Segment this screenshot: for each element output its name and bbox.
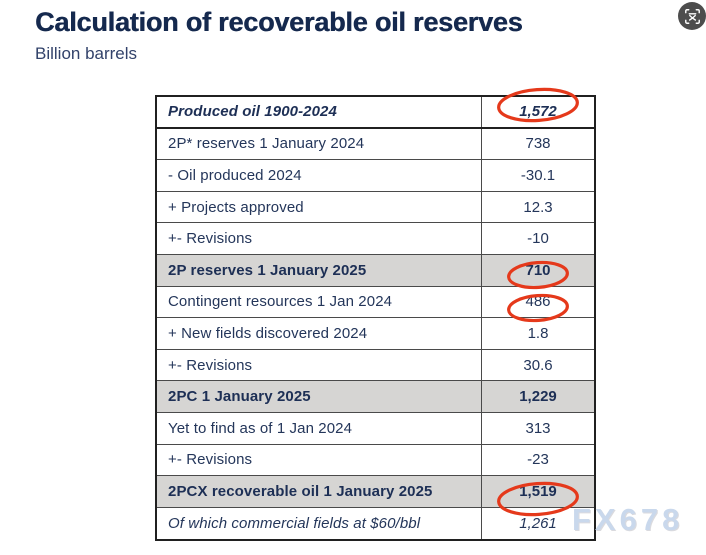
row-label: 2P reserves 1 January 2025 — [157, 254, 482, 286]
row-value: 1,572 — [482, 87, 594, 127]
row-value-text: -30.1 — [520, 166, 556, 184]
image-translate-button[interactable] — [678, 2, 706, 30]
watermark: FX678 — [572, 502, 684, 537]
row-value-text: 1,519 — [519, 482, 557, 500]
row-value: 30.6 — [482, 350, 594, 381]
table-row: + New fields discovered 2024 1.8 — [157, 318, 594, 350]
row-label: +- Revisions — [157, 223, 482, 254]
row-label: 2PC 1 January 2025 — [157, 381, 482, 412]
row-label: 2PCX recoverable oil 1 January 2025 — [157, 476, 482, 507]
row-value-text: 710 — [525, 261, 551, 279]
table-row: Produced oil 1900-2024 1,572 — [157, 87, 594, 129]
row-label: Contingent resources 1 Jan 2024 — [157, 286, 482, 318]
row-value: 313 — [482, 413, 594, 444]
row-value: 738 — [482, 129, 594, 160]
row-value-text: 12.3 — [523, 198, 553, 216]
row-label: - Oil produced 2024 — [157, 160, 482, 191]
row-value: 1,229 — [482, 381, 594, 412]
row-value: 1,261 — [482, 508, 594, 540]
row-label: Produced oil 1900-2024 — [157, 97, 482, 127]
table-row: 2P* reserves 1 January 2024 738 — [157, 128, 594, 161]
table-row: 2PCX recoverable oil 1 January 2025 1,51… — [157, 476, 594, 517]
row-value: 486 — [482, 287, 594, 322]
row-value-text: 1,229 — [519, 388, 557, 406]
row-value-text: 738 — [525, 135, 551, 153]
row-value: -10 — [482, 223, 594, 254]
table-row: Contingent resources 1 Jan 2024 486 — [157, 286, 594, 322]
row-label: Yet to find as of 1 Jan 2024 — [157, 412, 482, 444]
row-value-text: 30.6 — [523, 356, 553, 374]
table-row: +- Revisions -23 — [157, 444, 594, 477]
row-value-text: 486 — [525, 293, 551, 311]
row-value: 710 — [482, 255, 594, 290]
page-subtitle: Billion barrels — [35, 44, 138, 63]
table-row: 2P reserves 1 January 2025 710 — [157, 254, 594, 290]
row-value-text: -23 — [527, 451, 549, 469]
row-value: -23 — [482, 445, 594, 476]
row-label: Of which commercial fields at $60/bbl — [157, 507, 482, 540]
row-value-text: 313 — [525, 419, 551, 437]
row-value-text: 1,572 — [519, 103, 557, 121]
row-value-text: 1.8 — [527, 324, 549, 342]
row-value-text: 1,261 — [519, 515, 557, 533]
row-value: -30.1 — [482, 160, 594, 191]
row-label: +- Revisions — [157, 444, 482, 476]
table-row: + Projects approved 12.3 — [157, 191, 594, 224]
table-row: +- Revisions 30.6 — [157, 349, 594, 382]
page-title: Calculation of recoverable oil reserves — [35, 7, 523, 37]
table-row: Yet to find as of 1 Jan 2024 313 — [157, 412, 594, 445]
row-label: + New fields discovered 2024 — [157, 318, 482, 349]
row-label: 2P* reserves 1 January 2024 — [157, 128, 482, 160]
row-value: 12.3 — [482, 192, 594, 223]
table-row: - Oil produced 2024 -30.1 — [157, 160, 594, 192]
table-row: Of which commercial fields at $60/bbl 1,… — [157, 507, 594, 540]
reserves-table-body: Produced oil 1900-2024 1,572 2P* reserve… — [157, 87, 594, 540]
row-label: +- Revisions — [157, 349, 482, 381]
image-translate-icon — [684, 8, 700, 24]
row-label: + Projects approved — [157, 191, 482, 223]
table-row: 2PC 1 January 2025 1,229 — [157, 381, 594, 413]
reserves-table: Produced oil 1900-2024 1,572 2P* reserve… — [155, 87, 596, 542]
row-value-text: -10 — [527, 230, 549, 248]
row-value: 1.8 — [482, 318, 594, 349]
table-row: +- Revisions -10 — [157, 223, 594, 255]
